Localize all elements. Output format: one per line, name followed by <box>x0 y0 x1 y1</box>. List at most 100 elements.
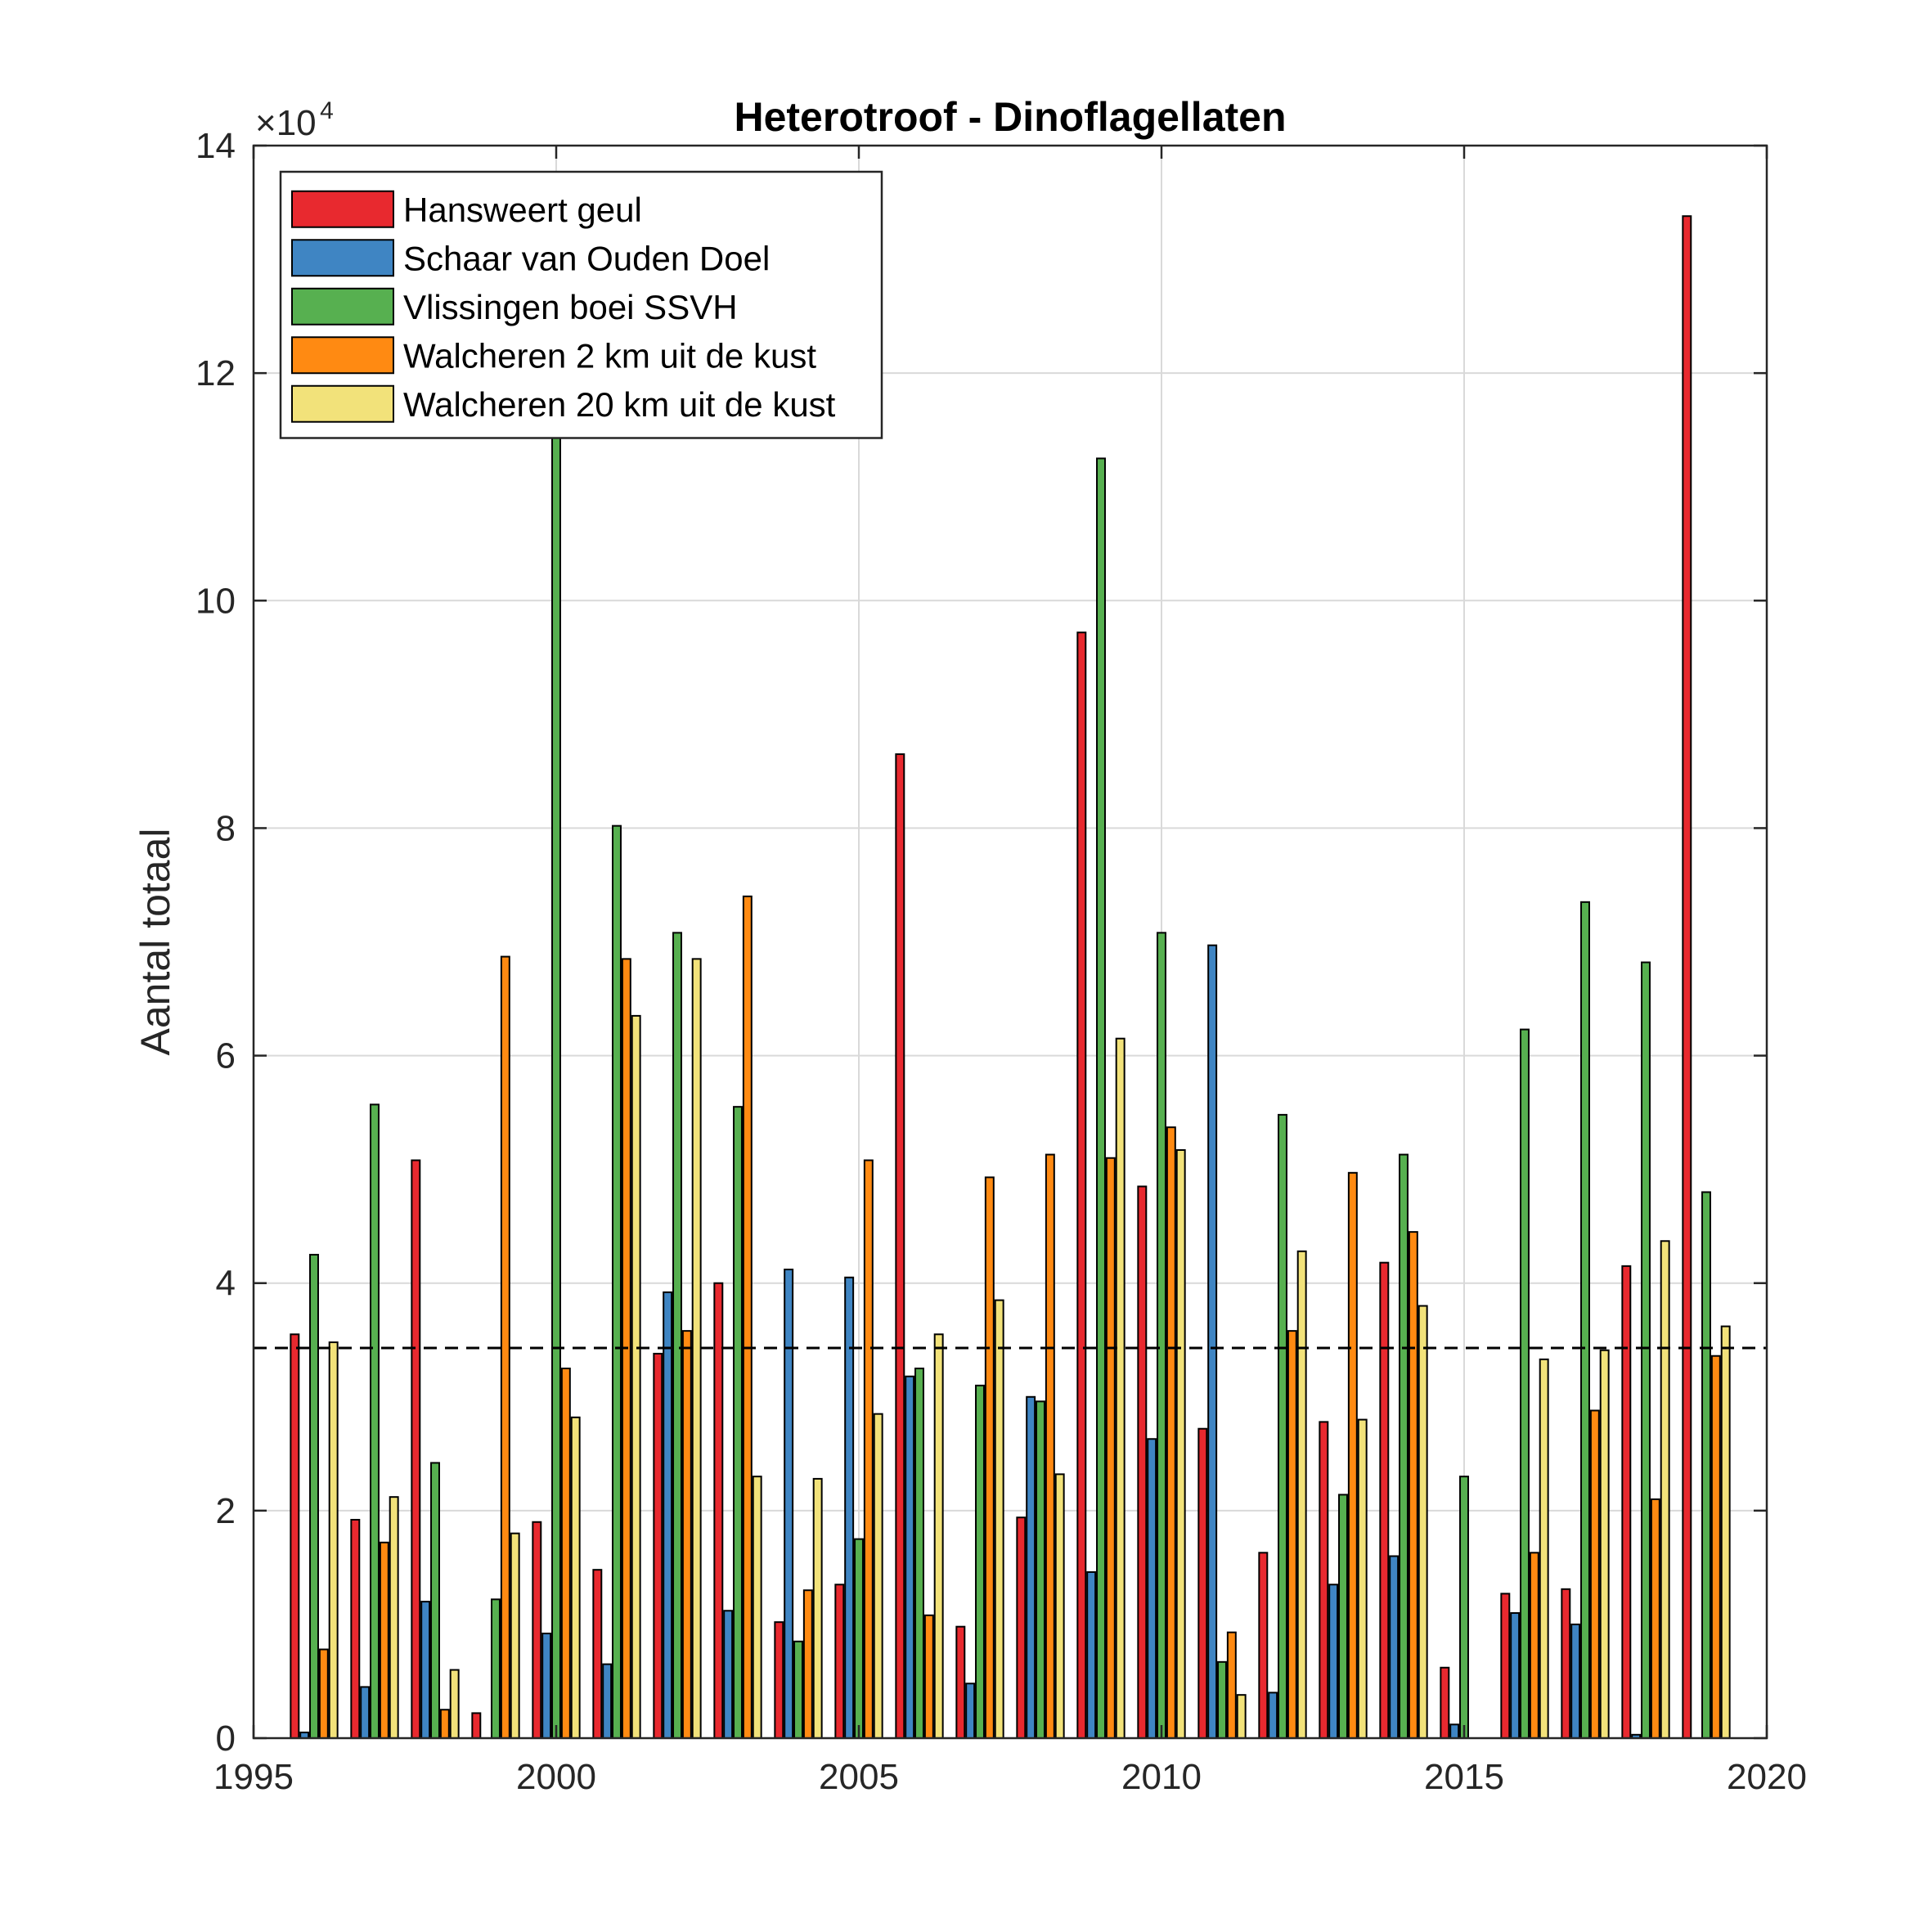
legend-label: Schaar van Ouden Doel <box>403 239 770 277</box>
legend-swatch <box>291 239 394 277</box>
bar <box>560 1368 571 1739</box>
bar <box>691 958 702 1739</box>
bar <box>784 1269 794 1740</box>
bar <box>1278 1113 1287 1739</box>
bar <box>733 1106 743 1739</box>
bar <box>1500 1593 1511 1739</box>
y-axis-label: Aantal totaal <box>133 829 178 1056</box>
bar <box>965 1683 976 1739</box>
bar <box>863 1159 874 1739</box>
bar <box>1217 1660 1227 1739</box>
y-tick-label: 10 <box>195 581 236 621</box>
bar <box>923 1614 934 1739</box>
bar <box>631 1014 641 1740</box>
chart-title: Heterotroof - Dinoflagellaten <box>734 94 1286 140</box>
bar <box>653 1352 663 1740</box>
legend-swatch <box>291 287 394 326</box>
y-tick-label: 8 <box>216 808 236 848</box>
plot-frame <box>252 144 1768 1740</box>
bar <box>1319 1421 1329 1740</box>
x-tick-label: 2015 <box>1424 1757 1504 1797</box>
bar <box>1621 1265 1632 1739</box>
bar <box>1459 1476 1469 1740</box>
bar <box>663 1291 673 1739</box>
bar <box>602 1663 613 1739</box>
bar <box>1137 1185 1148 1739</box>
bar <box>430 1462 440 1739</box>
bar <box>933 1333 944 1739</box>
bar <box>723 1610 734 1739</box>
bar <box>812 1477 823 1739</box>
bar <box>984 1176 995 1739</box>
bar <box>491 1598 501 1740</box>
y-tick-label: 2 <box>216 1491 236 1531</box>
bar <box>752 1476 762 1740</box>
y-tick-label: 0 <box>216 1719 236 1759</box>
bar <box>350 1518 361 1740</box>
bar <box>1105 1157 1116 1739</box>
y-tick-label: 14 <box>195 126 236 166</box>
bar <box>1175 1149 1186 1739</box>
bar <box>1287 1330 1297 1739</box>
bar <box>1570 1623 1581 1740</box>
legend-swatch <box>291 384 394 423</box>
bar <box>532 1521 542 1739</box>
bar <box>1389 1555 1400 1739</box>
bar <box>914 1368 924 1739</box>
bar <box>449 1669 460 1739</box>
legend-label: Walcheren 2 km uit de kust <box>403 336 816 375</box>
x-tick-label: 2010 <box>1121 1757 1202 1797</box>
bar <box>1418 1305 1428 1739</box>
bar <box>774 1621 784 1739</box>
bar <box>1328 1584 1339 1739</box>
bar <box>1599 1349 1610 1740</box>
bar <box>1207 944 1218 1739</box>
bar <box>1379 1261 1390 1739</box>
x-tick-label: 2020 <box>1727 1757 1807 1797</box>
bar <box>1682 215 1692 1740</box>
bar <box>290 1333 300 1739</box>
bar <box>854 1538 864 1739</box>
bar <box>1026 1395 1036 1740</box>
bar <box>1440 1666 1450 1740</box>
bar <box>360 1686 371 1740</box>
bar <box>1045 1153 1055 1739</box>
bar <box>955 1625 966 1739</box>
bar <box>1076 631 1087 1739</box>
y-tick-label: 6 <box>216 1036 236 1076</box>
bar <box>1539 1358 1549 1739</box>
bar <box>1086 1570 1097 1739</box>
bar <box>389 1496 399 1739</box>
legend-label: Walcheren 20 km uit de kust <box>403 385 836 424</box>
bar <box>1157 932 1166 1739</box>
bar <box>1226 1631 1237 1739</box>
bar <box>1449 1723 1460 1740</box>
bar <box>1357 1418 1368 1739</box>
legend-label: Vlissingen boei SSVH <box>403 288 738 326</box>
bar <box>1096 457 1106 1739</box>
legend-swatch <box>291 190 394 228</box>
bar <box>1650 1498 1660 1739</box>
bar <box>1338 1494 1348 1739</box>
bar <box>1660 1240 1670 1739</box>
y-tick-label: 12 <box>195 353 236 393</box>
bar <box>1561 1588 1571 1739</box>
bar <box>905 1375 915 1739</box>
bar <box>510 1532 520 1739</box>
x-tick-label: 1995 <box>213 1757 294 1797</box>
axes: 1995 2000 2005 2010 2015 2020 0 2 4 6 8 10 12 14 <box>195 126 1807 1797</box>
bar <box>793 1640 803 1740</box>
bar <box>713 1282 724 1739</box>
bar <box>612 824 622 1740</box>
bar <box>1036 1400 1045 1739</box>
bar <box>1147 1438 1157 1740</box>
bar <box>1197 1427 1208 1739</box>
bar <box>1399 1153 1409 1739</box>
bar <box>1510 1612 1521 1740</box>
bar <box>1408 1231 1418 1740</box>
bar <box>1054 1473 1065 1739</box>
legend-label: Hansweert geul <box>403 191 642 229</box>
bar <box>1347 1171 1358 1739</box>
y-exponent-power: 4 <box>320 97 334 124</box>
bar <box>1710 1355 1721 1739</box>
